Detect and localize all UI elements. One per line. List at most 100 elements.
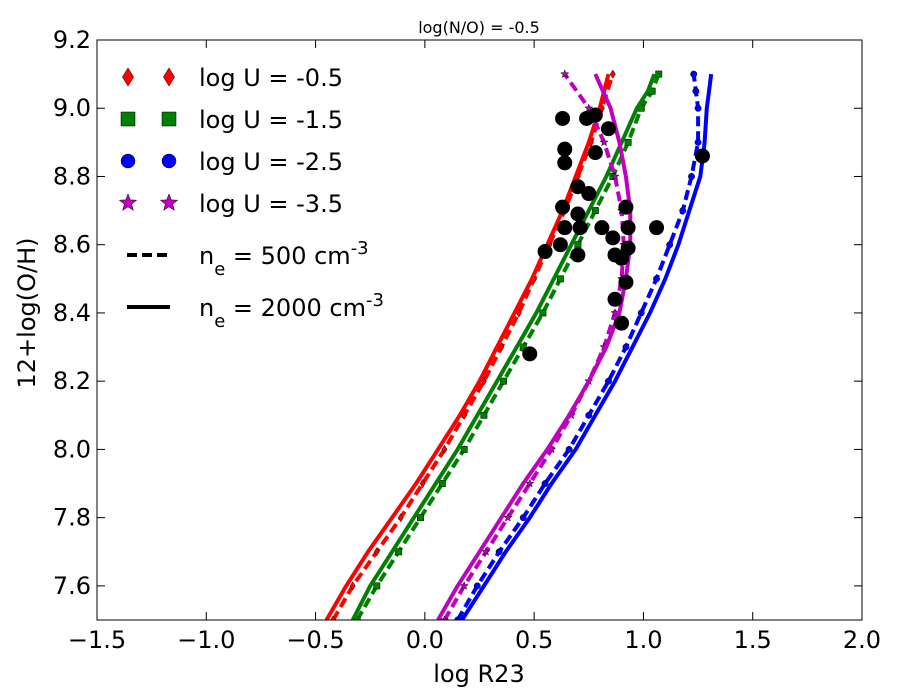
observation-point-14 [572, 220, 588, 236]
y-tick-label-3: 8.2 [53, 367, 91, 395]
observation-point-6 [557, 155, 573, 171]
x-tick-label-0: −1.5 [68, 626, 126, 654]
observation-point-20 [537, 244, 553, 260]
observation-point-27 [614, 315, 630, 331]
series-4-marker-14 [694, 138, 702, 146]
series-4-marker-15 [694, 104, 702, 112]
observation-point-24 [614, 250, 630, 266]
x-tick-label-4: 0.5 [515, 626, 553, 654]
series-6-marker-4 [525, 478, 535, 488]
observation-point-17 [620, 220, 636, 236]
legend-label-4-part-2: = 500 cm [225, 242, 350, 270]
series-4-marker-2 [495, 548, 503, 556]
series-2-marker-2 [395, 548, 403, 556]
series-4-marker-13 [688, 173, 695, 180]
plot-frame [96, 39, 863, 621]
tick-layer: −1.5 −1.0 −0.5 0.0 0.5 1.0 1.5 2.0 7.6 7.8 8.0 8.2 8… [53, 26, 881, 654]
y-tick-label-0: 7.6 [53, 572, 91, 600]
series-4-marker-8 [622, 343, 630, 351]
legend-label-0: log U = -0.5 [199, 64, 343, 92]
chart-title: log(N/O) = -0.5 [418, 18, 540, 37]
series-4-marker-6 [585, 411, 593, 419]
series-4-marker-4 [541, 480, 549, 487]
legend-label-4: ne = 500 cm-3 [199, 238, 369, 280]
legend-marker-b-1 [161, 111, 177, 127]
observation-point-15 [594, 220, 610, 236]
series-6-marker-15 [584, 103, 594, 113]
observation-point-25 [618, 274, 634, 290]
series-4-marker-9 [637, 309, 645, 317]
legend-label-5-part-3: -3 [366, 290, 384, 311]
observation-point-10 [555, 199, 571, 215]
observation-point-4 [557, 141, 573, 157]
y-tick-label-1: 7.8 [53, 504, 91, 532]
series-4-marker-17 [690, 70, 698, 78]
series-line-7 [436, 73, 633, 620]
observation-point-26 [607, 291, 623, 307]
series-line-4 [455, 73, 701, 620]
series-2-marker-17 [655, 70, 663, 78]
observation-point-7 [694, 148, 710, 164]
series-line-1 [324, 73, 611, 620]
observation-point-3 [600, 121, 616, 137]
series-4-marker-16 [692, 87, 700, 95]
series-6-marker-13 [610, 171, 620, 181]
series-4-marker-11 [666, 241, 674, 249]
series-4-marker-5 [565, 445, 573, 453]
series-0-marker-5 [441, 444, 448, 455]
x-tick-label-6: 1.5 [734, 626, 772, 654]
y-tick-label-5: 8.6 [53, 231, 91, 259]
series-6-marker-0 [439, 615, 450, 620]
legend-marker-a-2 [120, 153, 136, 169]
series-2-marker-14 [624, 138, 632, 146]
observation-point-19 [552, 237, 568, 253]
observation-point-8 [570, 179, 586, 195]
legend-label-5-part-2: = 2000 cm [225, 294, 366, 322]
observations-layer [522, 107, 710, 362]
observation-point-0 [555, 110, 571, 126]
observation-point-5 [587, 145, 603, 161]
x-tick-label-2: −0.5 [286, 626, 344, 654]
legend-label-4-part-1: e [214, 259, 225, 280]
series-6-marker-1 [459, 581, 469, 590]
series-line-2 [355, 73, 661, 620]
series-2-marker-4 [438, 480, 446, 487]
y-tick-label-2: 8.0 [53, 435, 91, 463]
series-4-marker-1 [473, 582, 481, 590]
observation-point-28 [522, 346, 538, 362]
series-0-marker-4 [419, 478, 426, 489]
legend-label-5-part-0: n [199, 294, 214, 322]
series-line-5 [460, 73, 714, 620]
legend-marker-a-3 [118, 193, 138, 211]
observation-point-16 [605, 230, 621, 246]
y-axis-label: 12+log(O/H) [13, 238, 41, 389]
series-2-marker-1 [373, 582, 381, 590]
y-tick-label-8: 9.2 [53, 26, 91, 54]
series-0-marker-1 [349, 581, 356, 591]
legend-marker-b-2 [161, 153, 177, 169]
x-tick-label-5: 1.0 [624, 626, 662, 654]
observation-point-13 [557, 220, 573, 236]
legend-label-5-part-1: e [214, 311, 225, 332]
series-layer [324, 69, 714, 620]
legend-marker-a-0 [122, 67, 134, 87]
x-tick-label-3: 0.0 [406, 626, 444, 654]
observation-point-2 [587, 107, 603, 123]
legend: log U = -0.5 log U = -1.5 log U = -2.5 log … [118, 64, 384, 332]
series-6-marker-2 [481, 546, 491, 556]
series-2-marker-11 [574, 241, 582, 249]
observation-point-18 [649, 220, 665, 236]
series-2-marker-5 [460, 445, 468, 453]
legend-marker-b-0 [163, 67, 175, 87]
series-4-marker-7 [605, 377, 612, 385]
observation-point-11 [570, 206, 586, 222]
series-2-marker-3 [417, 514, 424, 522]
series-4-marker-3 [519, 514, 527, 522]
series-0-marker-16 [609, 69, 616, 79]
series-2-marker-9 [539, 309, 547, 317]
series-6-marker-16 [560, 69, 570, 79]
observation-point-21 [570, 247, 586, 263]
legend-label-5: ne = 2000 cm-3 [199, 290, 384, 332]
